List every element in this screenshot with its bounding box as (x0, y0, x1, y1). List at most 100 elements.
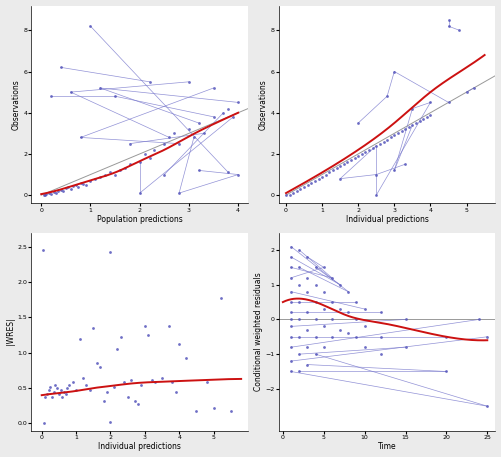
Point (76, 335, 84, 342)
Point (295, 368, 303, 375)
Point (483, 333, 491, 340)
Point (52, 381, 60, 388)
Point (419, 115, 427, 122)
X-axis label: Population predictions: Population predictions (97, 215, 182, 224)
Point (315, 175, 323, 182)
Point (369, 144, 377, 151)
Point (312, 333, 320, 340)
Point (287, 253, 295, 260)
Point (390, 167, 398, 174)
Point (423, 113, 431, 121)
Point (361, 305, 369, 313)
Point (354, 152, 362, 159)
Point (372, 171, 380, 178)
Point (312, 281, 320, 288)
Point (89, 324, 97, 332)
Point (82, 181, 90, 188)
Point (185, 78, 193, 85)
Point (328, 333, 336, 340)
Point (312, 316, 320, 323)
Point (72, 386, 80, 393)
Point (148, 376, 156, 383)
Point (144, 331, 152, 339)
Point (287, 357, 295, 365)
Point (311, 177, 319, 184)
Point (320, 305, 328, 313)
Point (72, 181, 80, 188)
Point (216, 294, 224, 301)
Point (126, 140, 134, 147)
Point (67, 89, 75, 96)
Point (307, 179, 315, 186)
Point (175, 190, 183, 197)
Point (111, 171, 119, 178)
Point (107, 249, 115, 256)
Point (383, 136, 391, 143)
Point (333, 165, 341, 172)
Point (287, 274, 295, 282)
Point (343, 159, 351, 166)
Point (318, 173, 326, 180)
Point (287, 316, 295, 323)
Point (229, 113, 237, 121)
Y-axis label: |WRES|: |WRES| (6, 318, 15, 345)
Point (304, 326, 312, 334)
Point (401, 344, 409, 351)
Point (158, 374, 166, 381)
Point (336, 326, 344, 334)
Point (287, 264, 295, 271)
Point (312, 298, 320, 306)
Point (74, 183, 82, 191)
Point (45, 190, 53, 197)
Point (387, 134, 395, 141)
Point (304, 361, 312, 368)
Point (444, 99, 452, 106)
Point (390, 68, 398, 75)
Point (165, 322, 173, 329)
Point (134, 400, 142, 407)
Point (182, 355, 190, 362)
Point (116, 167, 124, 174)
Point (377, 351, 385, 358)
Point (300, 183, 308, 191)
Point (107, 418, 115, 425)
Point (101, 171, 109, 178)
Point (41, 191, 49, 199)
Point (91, 175, 99, 182)
Point (113, 345, 121, 353)
Point (203, 379, 211, 386)
Point (287, 344, 295, 351)
Point (444, 16, 452, 24)
Point (64, 384, 72, 392)
Point (77, 179, 85, 186)
Point (227, 407, 235, 414)
Point (297, 185, 305, 192)
Point (344, 288, 352, 295)
Point (295, 333, 303, 340)
Point (160, 171, 168, 178)
Point (41, 420, 49, 427)
Point (328, 274, 336, 282)
Point (170, 130, 178, 137)
Point (312, 264, 320, 271)
Point (304, 253, 312, 260)
Point (320, 264, 328, 271)
Point (287, 309, 295, 316)
Point (336, 281, 344, 288)
Point (352, 333, 360, 340)
Point (442, 333, 450, 340)
Point (57, 386, 65, 393)
Point (282, 191, 290, 199)
Point (287, 243, 295, 250)
Point (408, 122, 416, 129)
Point (287, 298, 295, 306)
Point (483, 403, 491, 410)
Point (295, 246, 303, 254)
Point (195, 167, 203, 174)
Point (127, 376, 135, 383)
Point (462, 89, 470, 96)
Point (379, 138, 387, 145)
Point (336, 175, 344, 182)
X-axis label: Time: Time (378, 442, 396, 452)
Point (86, 386, 94, 393)
